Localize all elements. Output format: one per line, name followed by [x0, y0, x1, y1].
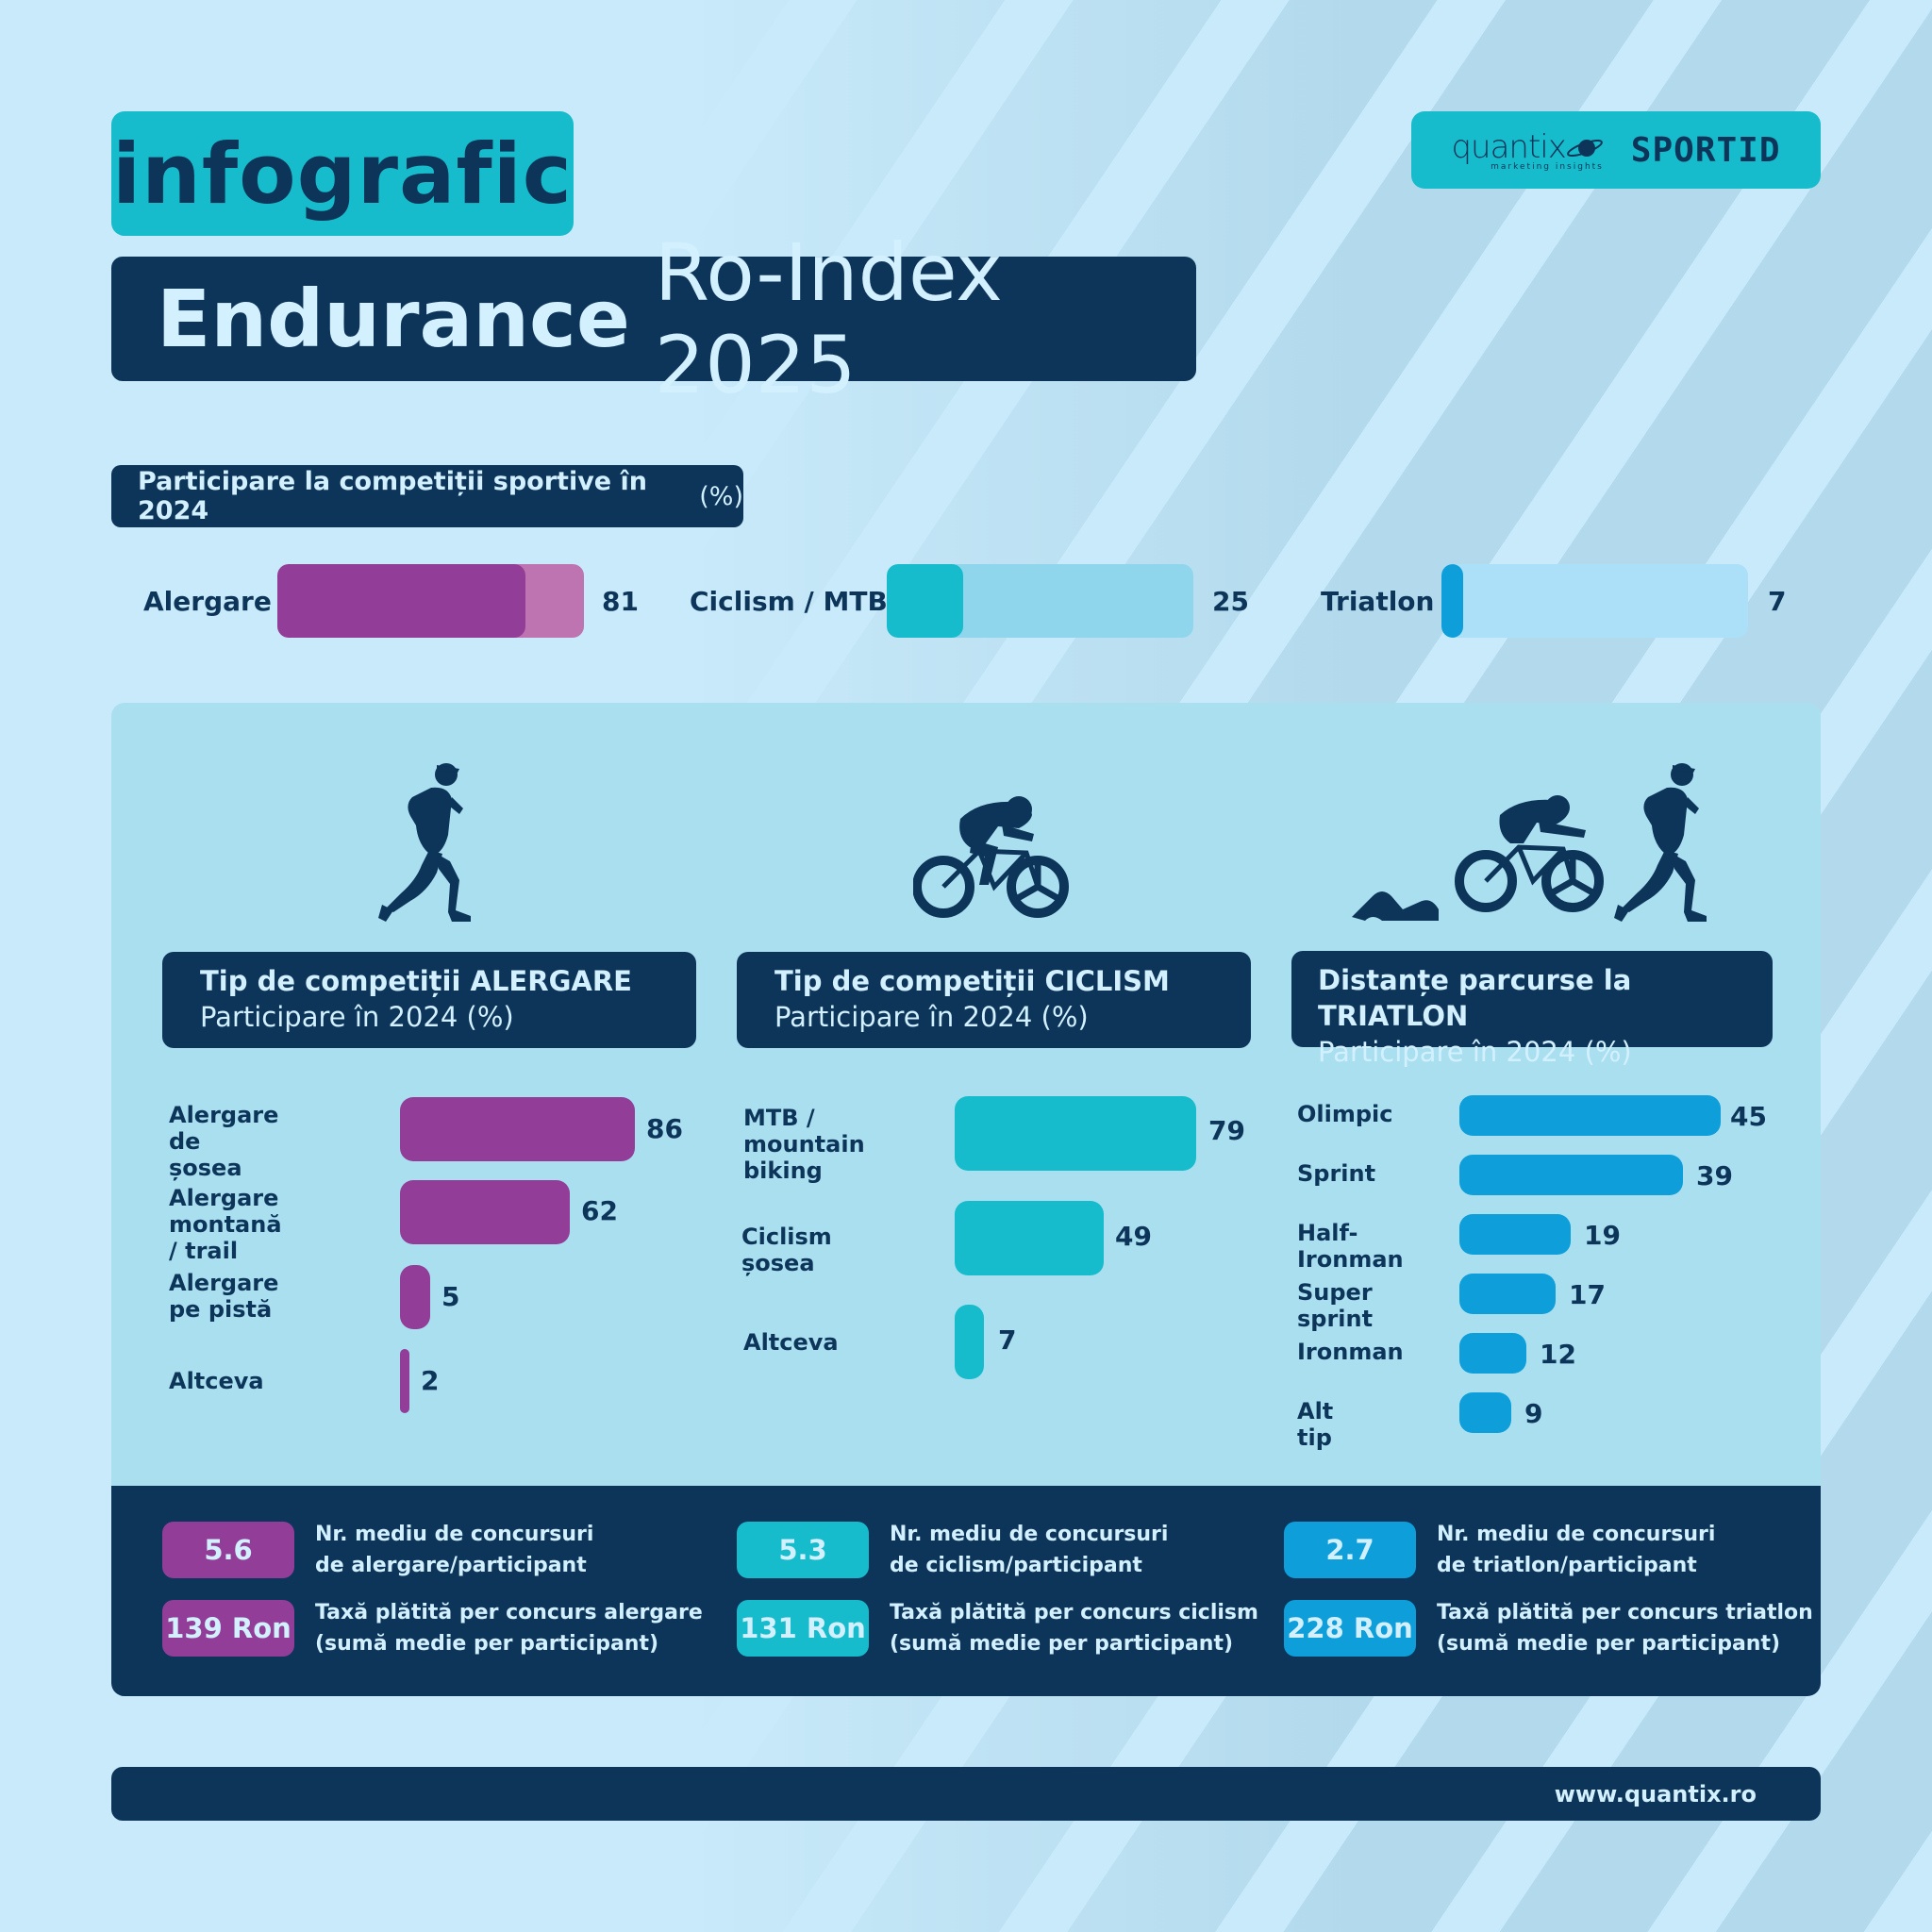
bar — [955, 1201, 1104, 1275]
bar — [1459, 1392, 1511, 1433]
bar-value: 9 — [1524, 1398, 1543, 1429]
participation-bar-triathlon — [1441, 564, 1463, 638]
partner-logos: quantix marketing insights SPORTID — [1411, 111, 1821, 189]
bar-value: 19 — [1584, 1220, 1621, 1251]
stat-running-avg-fee: 139 Ron Taxă plătită per concurs alergar… — [162, 1597, 703, 1659]
stat-value-pill: 139 Ron — [162, 1600, 294, 1657]
bar-label: MTB / mountain biking — [743, 1105, 865, 1184]
bar-label: Alergare de șosea — [169, 1102, 279, 1181]
participation-label-triathlon: Triatlon — [1321, 585, 1435, 617]
stat-value-pill: 228 Ron — [1284, 1600, 1416, 1657]
infografic-badge: infografic — [111, 111, 574, 236]
quantix-wordmark: quantix — [1451, 128, 1566, 166]
bar-label: Ciclism șosea — [741, 1224, 832, 1276]
title-bold: Endurance — [157, 273, 630, 365]
triathlon-heading-title: Distanțe parcurse la TRIATLON — [1318, 964, 1632, 1032]
stats-panel — [111, 1486, 1821, 1696]
stat-description: Nr. mediu de concursuri de triatlon/part… — [1437, 1523, 1716, 1577]
bar-label: Altceva — [169, 1368, 264, 1394]
participation-title-unit: (%) — [699, 481, 743, 511]
bar-label: Sprint — [1297, 1160, 1376, 1187]
bar — [1459, 1214, 1571, 1255]
title-light: Ro-Index 2025 — [654, 226, 1003, 411]
participation-title: Participare la competiții sportive în 20… — [111, 465, 743, 527]
participation-value-cycling: 25 — [1212, 585, 1249, 617]
running-heading-title: Tip de competiții ALERGARE — [200, 965, 632, 997]
stat-description: Taxă plătită per concurs ciclism (sumă m… — [890, 1601, 1258, 1656]
cycling-section-heading: Tip de competiții CICLISM Participare în… — [737, 952, 1251, 1048]
triathlon-heading-subtitle: Participare în 2024 (%) — [1318, 1036, 1632, 1068]
stat-triathlon-avg-fee: 228 Ron Taxă plătită per concurs triatlo… — [1284, 1597, 1813, 1659]
participation-track-cycling — [887, 564, 1193, 638]
quantix-tagline: marketing insights — [1491, 162, 1604, 172]
bar-value: 12 — [1540, 1339, 1576, 1370]
stat-value-pill: 5.6 — [162, 1522, 294, 1578]
cycling-heading-title: Tip de competiții CICLISM — [774, 965, 1170, 997]
quantix-logo: quantix marketing insights — [1451, 128, 1603, 172]
bar-value: 86 — [646, 1113, 683, 1144]
stat-description: Taxă plătită per concurs triatlon (sumă … — [1437, 1601, 1813, 1656]
stat-triathlon-avg-competitions: 2.7 Nr. mediu de concursuri de triatlon/… — [1284, 1519, 1715, 1581]
bar-value: 49 — [1115, 1221, 1152, 1252]
footer-url-link[interactable]: www.quantix.ro — [1554, 1780, 1757, 1807]
planet-icon — [1566, 139, 1603, 158]
bar — [400, 1349, 409, 1413]
bar-value: 45 — [1730, 1101, 1767, 1132]
bar — [1459, 1095, 1721, 1136]
stat-value-pill: 5.3 — [737, 1522, 869, 1578]
stat-description: Nr. mediu de concursuri de ciclism/parti… — [890, 1523, 1169, 1577]
footer-bar: www.quantix.ro — [111, 1767, 1821, 1821]
participation-bar-cycling — [887, 564, 963, 638]
participation-title-text: Participare la competiții sportive în 20… — [138, 467, 647, 525]
participation-label-cycling: Ciclism / MTB — [690, 585, 888, 617]
bar-value: 79 — [1208, 1115, 1245, 1146]
participation-bars: Alergare 81 Ciclism / MTB 25 Triatlon 7 — [0, 564, 1932, 638]
bar — [1459, 1333, 1526, 1374]
page-title: Endurance Ro-Index 2025 — [111, 226, 1196, 411]
bar — [1459, 1155, 1683, 1195]
participation-value-running: 81 — [602, 585, 639, 617]
bar-label: Alergare pe pistă — [169, 1270, 279, 1323]
runner-icon — [378, 763, 471, 922]
bar-value: 39 — [1696, 1160, 1733, 1191]
bar-label: Half-Ironman — [1297, 1220, 1404, 1273]
bar-label: Super sprint — [1297, 1279, 1374, 1332]
cyclist-icon — [913, 796, 1069, 918]
stat-cycling-avg-competitions: 5.3 Nr. mediu de concursuri de ciclism/p… — [737, 1519, 1168, 1581]
bar — [955, 1305, 984, 1379]
stat-running-avg-competitions: 5.6 Nr. mediu de concursuri de alergare/… — [162, 1519, 593, 1581]
bar-label: Altceva — [743, 1329, 839, 1356]
running-heading-subtitle: Participare în 2024 (%) — [200, 1001, 514, 1033]
stat-cycling-avg-fee: 131 Ron Taxă plătită per concurs ciclism… — [737, 1597, 1258, 1659]
bar-label: Alergare montană / trail — [169, 1185, 282, 1264]
triathlon-icon — [1352, 763, 1707, 922]
stat-value-pill: 2.7 — [1284, 1522, 1416, 1578]
bar-value: 62 — [581, 1195, 618, 1226]
bar — [955, 1096, 1196, 1171]
stat-description: Taxă plătită per concurs alergare (sumă … — [315, 1601, 703, 1656]
bar — [400, 1265, 430, 1329]
bar-label: Olimpic — [1297, 1101, 1393, 1127]
bar-value: 7 — [998, 1324, 1017, 1356]
stat-value-pill: 131 Ron — [737, 1600, 869, 1657]
bar — [1459, 1274, 1556, 1314]
badge-label: infografic — [112, 125, 573, 223]
bar-value: 5 — [441, 1281, 460, 1312]
sportid-logo: SPORTID — [1630, 130, 1781, 170]
participation-track-running — [277, 564, 584, 638]
participation-label-running: Alergare — [143, 585, 272, 617]
participation-value-triathlon: 7 — [1768, 585, 1787, 617]
participation-bar-running — [277, 564, 525, 638]
triathlon-section-heading: Distanțe parcurse la TRIATLON Participar… — [1291, 951, 1773, 1068]
bar-value: 2 — [421, 1365, 440, 1396]
participation-track-triathlon — [1441, 564, 1748, 638]
running-section-heading: Tip de competiții ALERGARE Participare î… — [162, 952, 696, 1048]
stat-description: Nr. mediu de concursuri de alergare/part… — [315, 1523, 594, 1577]
bar-label: Ironman — [1297, 1339, 1404, 1365]
bar-label: Alt tip — [1297, 1398, 1334, 1451]
cycling-heading-subtitle: Participare în 2024 (%) — [774, 1001, 1089, 1033]
bar — [400, 1097, 635, 1161]
bar — [400, 1180, 570, 1244]
bar-value: 17 — [1569, 1279, 1606, 1310]
